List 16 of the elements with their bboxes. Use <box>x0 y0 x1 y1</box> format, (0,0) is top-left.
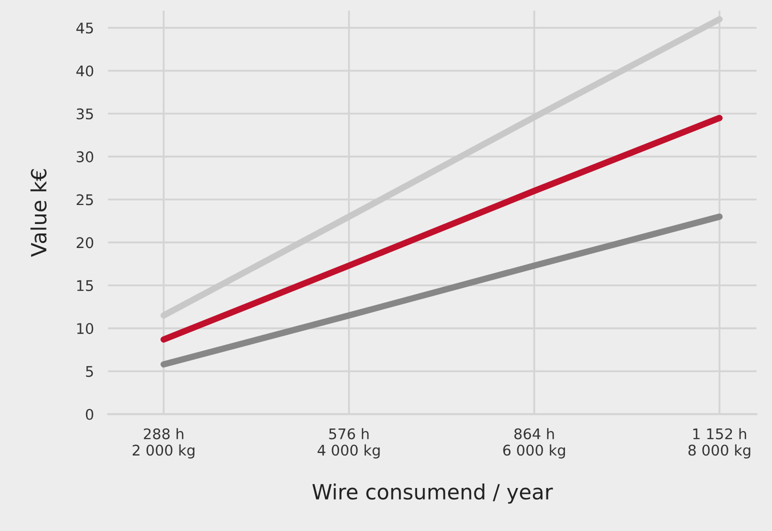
y-tick-label: 15 <box>77 280 93 292</box>
y-tick-label: 5 <box>86 366 93 377</box>
y-tick-label: 25 <box>76 194 93 206</box>
y-tick-label: 30 <box>76 151 94 162</box>
y-tick-label: 40 <box>76 65 94 76</box>
y-tick-label: 45 <box>76 22 93 34</box>
x-tick-label: 1 152 h 8 000 kg <box>688 428 750 459</box>
x-tick-label: 864 h 6 000 kg <box>503 428 565 459</box>
x-tick-label: 576 h 4 000 kg <box>318 428 380 459</box>
y-axis-title: Value k€ <box>30 169 47 257</box>
x-tick-label: 288 h 2 000 kg <box>132 428 194 459</box>
y-tick-label: 0 <box>86 408 94 420</box>
y-tick-label: 20 <box>76 237 94 248</box>
y-tick-label: 35 <box>76 108 93 120</box>
y-tick-label: 10 <box>77 323 94 334</box>
x-axis-title: Wire consumend / year <box>312 484 553 504</box>
